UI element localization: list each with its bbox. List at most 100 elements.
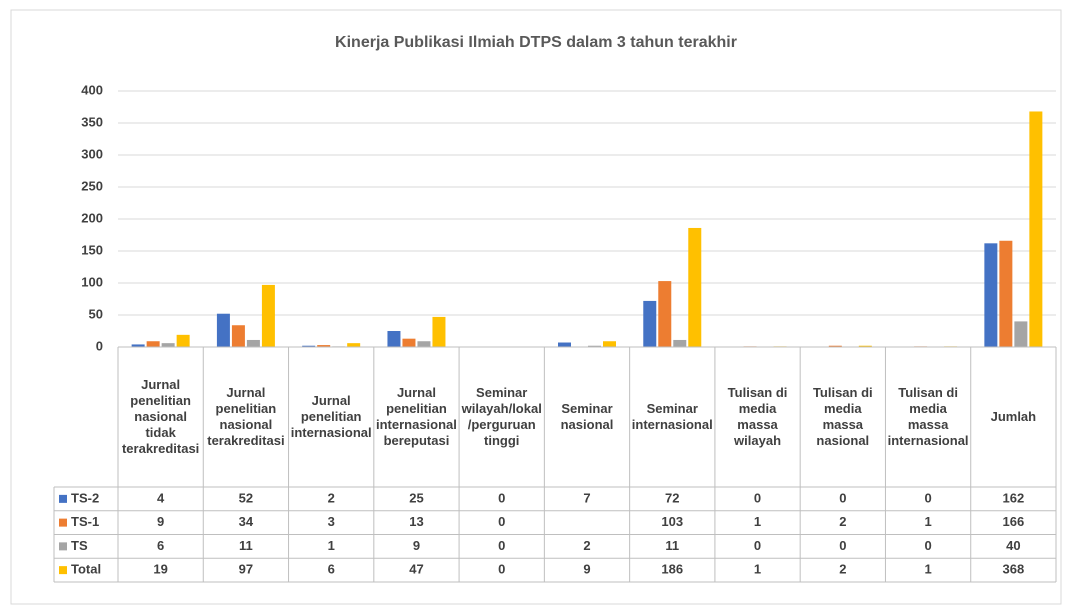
- legend-label: TS-1: [71, 514, 99, 529]
- table-value: 47: [409, 562, 423, 577]
- bar: [558, 342, 571, 347]
- bar: [246, 339, 260, 347]
- bar: [603, 341, 616, 347]
- table-value: 2: [839, 514, 846, 529]
- x-tick-label: Jurnal penelitian internasional bereputa…: [375, 385, 457, 448]
- y-tick-label: 0: [96, 338, 103, 353]
- table-value: 0: [498, 562, 505, 577]
- table-value: 19: [153, 562, 167, 577]
- bar: [643, 300, 657, 347]
- table-value: 166: [1003, 514, 1025, 529]
- table-value: 0: [498, 538, 505, 553]
- bar: [984, 243, 998, 347]
- table-value: 4: [157, 490, 165, 505]
- bar: [302, 345, 316, 347]
- legend-label: TS-2: [71, 490, 99, 505]
- bar: [1029, 111, 1043, 347]
- table-value: 34: [239, 514, 254, 529]
- table-value: 1: [328, 538, 335, 553]
- table-value: 0: [924, 490, 931, 505]
- x-tick-label: Seminar nasional: [560, 401, 614, 432]
- x-tick-label: Tulisan di media massa internasional: [887, 385, 969, 448]
- bar: [387, 331, 401, 347]
- table-value: 1: [924, 562, 931, 577]
- table-value: 11: [239, 538, 253, 553]
- table-value: 52: [239, 490, 253, 505]
- x-tick-label: Tulisan di media massa nasional: [812, 385, 873, 448]
- table-value: 0: [754, 538, 761, 553]
- bar: [688, 227, 702, 347]
- legend-label: TS: [71, 538, 88, 553]
- bar: [588, 345, 601, 347]
- legend-swatch: [59, 494, 67, 503]
- bar: [432, 316, 446, 347]
- table-value: 9: [583, 562, 590, 577]
- bar: [161, 343, 175, 347]
- table-value: 6: [157, 538, 164, 553]
- bar: [317, 345, 331, 347]
- y-tick-label: 350: [81, 114, 103, 129]
- bar: [658, 281, 672, 347]
- table-value: 97: [239, 562, 253, 577]
- bar: [261, 284, 275, 347]
- x-tick-label: Tulisan di media massa wilayah: [727, 385, 788, 448]
- y-tick-label: 300: [81, 146, 103, 161]
- legend-swatch: [59, 518, 67, 527]
- table-value: 0: [839, 538, 846, 553]
- bar: [231, 325, 245, 347]
- table-value: 7: [583, 490, 590, 505]
- table-value: 1: [754, 562, 761, 577]
- table-value: 162: [1003, 490, 1025, 505]
- bar: [673, 339, 687, 347]
- bar: [417, 341, 431, 347]
- table-value: 72: [665, 490, 679, 505]
- y-tick-label: 250: [81, 178, 103, 193]
- bar: [347, 343, 361, 347]
- x-tick-label: Jurnal penelitian internasional: [290, 393, 372, 440]
- table-value: 2: [583, 538, 590, 553]
- table-value: 3: [328, 514, 335, 529]
- table-value: 9: [157, 514, 164, 529]
- bar: [1014, 321, 1028, 347]
- table-value: 103: [661, 514, 683, 529]
- bar: [146, 341, 160, 347]
- legend-label: Total: [71, 562, 101, 577]
- y-tick-label: 50: [89, 306, 103, 321]
- x-tick-label: Seminar wilayah/lokal/perguruan tinggi: [461, 385, 542, 448]
- chart-border: [10, 9, 1062, 605]
- bar: [176, 334, 190, 347]
- table-value: 9: [413, 538, 420, 553]
- x-tick-label: Jurnal penelitian nasional terakreditasi: [207, 385, 285, 448]
- y-tick-label: 100: [81, 274, 103, 289]
- table-value: 0: [924, 538, 931, 553]
- chart-title: Kinerja Publikasi Ilmiah DTPS dalam 3 ta…: [335, 34, 737, 51]
- y-tick-label: 200: [81, 210, 103, 225]
- y-tick-label: 400: [81, 82, 103, 97]
- table-value: 11: [665, 538, 679, 553]
- y-tick-label: 150: [81, 242, 103, 257]
- table-value: 0: [498, 490, 505, 505]
- legend-swatch: [59, 542, 67, 551]
- bar: [858, 345, 872, 347]
- bar: [999, 240, 1013, 347]
- x-tick-label: Jurnal penelitian nasional tidak terakre…: [121, 377, 200, 456]
- bar: [131, 344, 145, 347]
- table-value: 368: [1003, 562, 1025, 577]
- table-value: 2: [328, 490, 335, 505]
- x-tick-label: Seminar internasional: [631, 401, 713, 432]
- table-value: 13: [409, 514, 423, 529]
- table-value: 0: [498, 514, 505, 529]
- x-tick-label: Jumlah: [990, 409, 1037, 424]
- table-value: 6: [328, 562, 335, 577]
- table-value: 40: [1006, 538, 1020, 553]
- legend-swatch: [59, 566, 67, 575]
- bar: [216, 313, 230, 347]
- table-value: 186: [661, 562, 683, 577]
- table-value: 2: [839, 562, 846, 577]
- bar: [828, 345, 842, 347]
- bar: [402, 338, 416, 347]
- table-value: 25: [409, 490, 423, 505]
- table-value: 0: [754, 490, 761, 505]
